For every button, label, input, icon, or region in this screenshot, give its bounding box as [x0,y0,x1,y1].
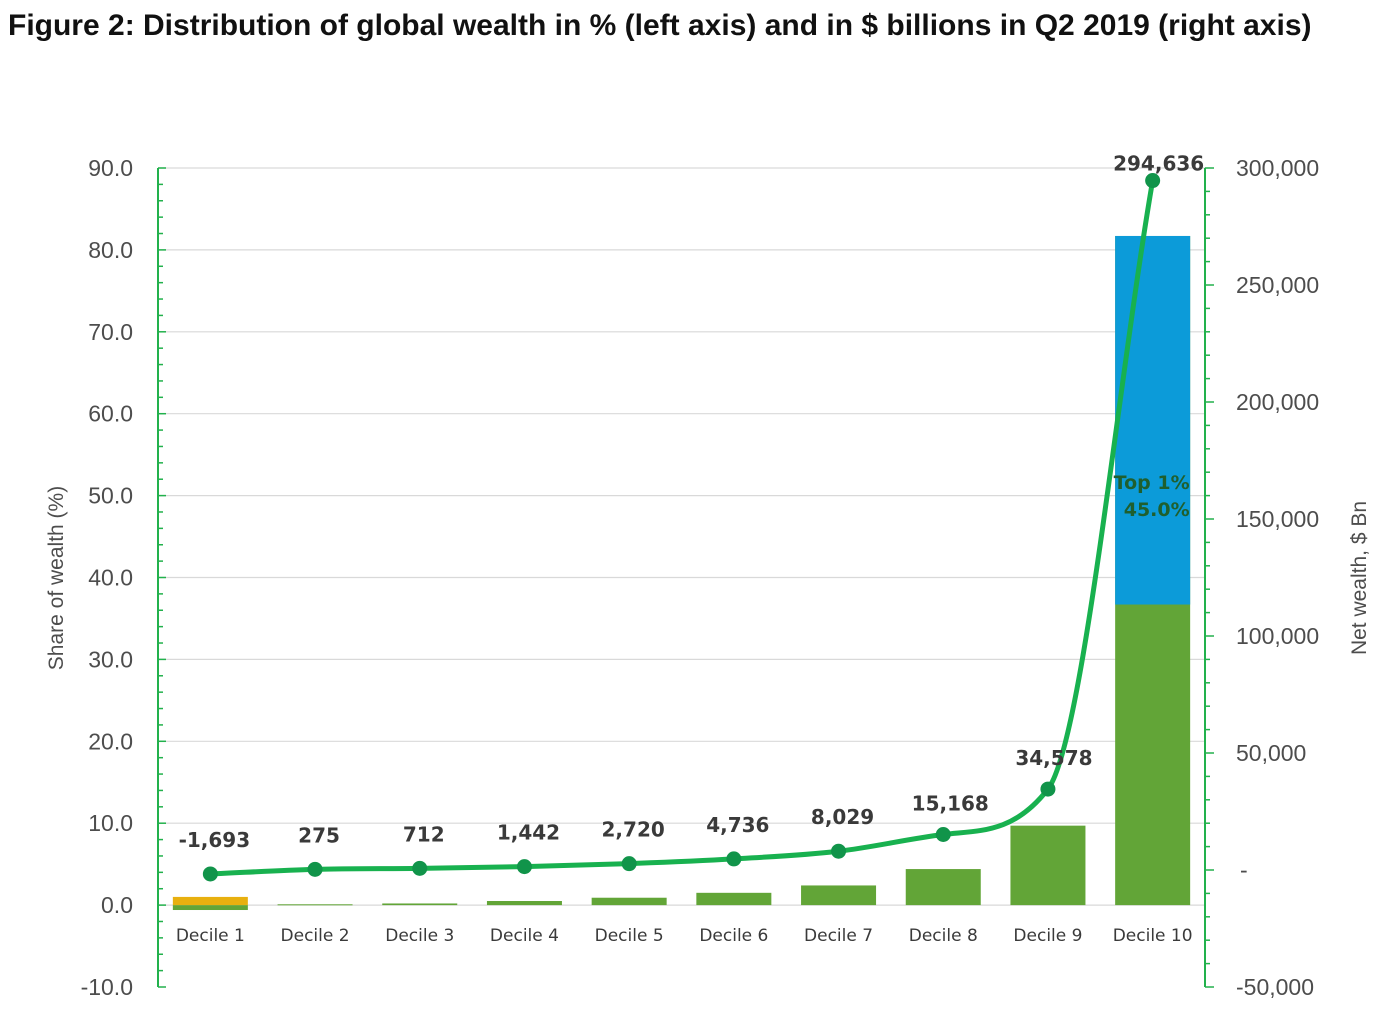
left-tick-label: 30.0 [88,646,133,672]
net-wealth-marker [726,851,742,867]
bar-decile-2 [277,904,353,906]
net-wealth-data-label: 275 [298,823,340,847]
right-tick-label: 250,000 [1236,272,1319,298]
bar-decile-7 [801,885,877,906]
net-wealth-data-label: 8,029 [811,805,874,829]
net-wealth-marker [412,860,428,876]
net-wealth-marker [935,827,951,843]
net-wealth-marker [307,861,323,877]
net-wealth-line [202,173,1161,882]
net-wealth-data-label: 2,720 [602,818,665,842]
right-tick-label: 150,000 [1236,506,1319,532]
net-wealth-marker [1145,173,1161,189]
right-tick-label: 300,000 [1236,155,1319,181]
net-wealth-data-label: 15,168 [912,792,989,816]
top-1-percent-label: Top 1% [1114,472,1190,494]
right-tick-label: 100,000 [1236,623,1319,649]
right-axis-title: Net wealth, $ Bn [1348,501,1371,655]
category-label: Decile 3 [385,926,454,946]
net-wealth-data-label: -1,693 [179,828,251,852]
category-label: Decile 5 [595,926,664,946]
left-tick-label: 90.0 [88,155,133,181]
net-wealth-marker [202,866,218,882]
net-wealth-data-label: 1,442 [497,821,560,845]
bar-decile-6 [696,892,772,906]
bar-decile-9 [1010,825,1086,906]
right-tick-label: -50,000 [1236,974,1314,1000]
left-axis-title: Share of wealth (%) [45,486,68,670]
labels: Top 1% 45.0% Decile 1 Decile 2 Decile 3 Decil… [176,152,1204,946]
net-wealth-data-label: 712 [403,822,445,846]
left-tick-label: 10.0 [88,810,133,836]
category-label: Decile 9 [1013,926,1082,946]
category-label: Decile 10 [1113,926,1193,946]
net-wealth-marker [516,859,532,875]
category-label: Decile 4 [490,926,559,946]
gridlines [158,167,1205,906]
net-wealth-marker [1040,781,1056,797]
net-wealth-line-path [207,178,1156,877]
net-wealth-data-label: 4,736 [706,813,769,837]
bar-decile-5 [591,897,667,906]
bars [172,235,1191,911]
net-wealth-data-label: 294,636 [1113,152,1204,176]
axes: -10.0 0.0 10.0 20.0 30.0 40.0 50.0 60.0 70.0 80.0… [81,155,1320,1000]
left-tick-label: 70.0 [88,319,133,345]
right-tick-label: 50,000 [1236,740,1306,766]
bar-decile-1-overlay [172,896,248,906]
net-wealth-marker [831,843,847,859]
bar-decile-4 [486,901,562,906]
bar-top-1-percent-segment [1115,235,1191,605]
left-tick-label: -10.0 [81,974,133,1000]
category-label: Decile 8 [909,926,978,946]
bar-decile-8 [905,869,981,906]
left-tick-label: 50.0 [88,483,133,509]
left-tick-label: 0.0 [101,892,133,918]
figure-title: Figure 2: Distribution of global wealth … [8,9,1312,42]
category-label: Decile 2 [281,926,350,946]
right-tick-label: - [1240,857,1248,883]
left-tick-label: 40.0 [88,565,133,591]
top-1-percent-value: 45.0% [1124,499,1190,521]
net-wealth-data-label: 34,578 [1015,746,1092,770]
left-tick-label: 20.0 [88,728,133,754]
right-tick-label: 200,000 [1236,389,1319,415]
bar-decile-1 [172,905,248,911]
left-tick-label: 60.0 [88,401,133,427]
category-label: Decile 1 [176,926,245,946]
category-label: Decile 6 [699,926,768,946]
net-wealth-marker [621,856,637,872]
bar-decile-3 [382,903,458,906]
left-tick-label: 80.0 [88,237,133,263]
category-label: Decile 7 [804,926,873,946]
